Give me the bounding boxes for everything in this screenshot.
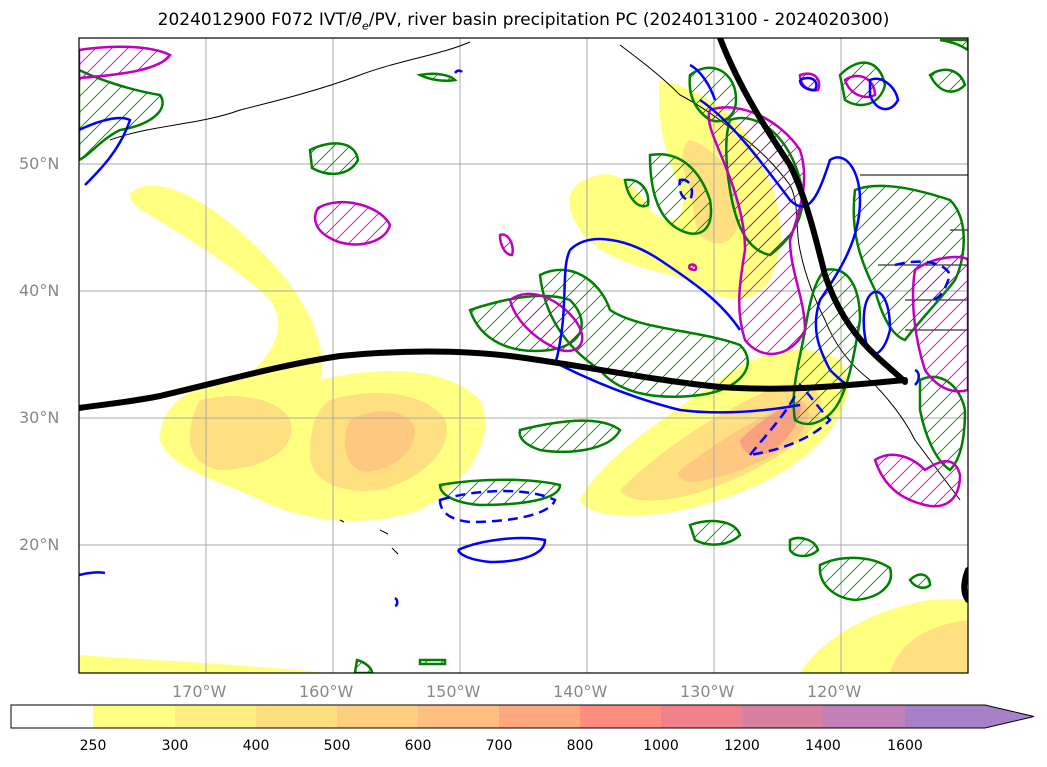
colorbar-segment: [256, 705, 338, 728]
blue-dashed-contours: [438, 178, 952, 524]
lon-label-150w: 150°W: [426, 682, 481, 701]
ivt-plume-south-core: [740, 400, 801, 455]
title-theta: θ: [351, 10, 362, 30]
lat-label-50: 50°N: [19, 154, 60, 173]
colorbar-segment: [742, 705, 824, 728]
colorbar-segment: [337, 705, 419, 728]
magenta-contours: [79, 45, 968, 508]
colorbar: [10, 704, 1035, 729]
colorbar-segment: [499, 705, 581, 728]
colorbar-label: 1600: [887, 738, 923, 754]
lat-label-40: 40°N: [19, 281, 60, 300]
colorbar-label: 1200: [724, 738, 760, 754]
title-suffix: /PV, river basin precipitation PC (20240…: [368, 10, 890, 30]
colorbar-label: 1400: [805, 738, 841, 754]
colorbar-segment: [93, 705, 175, 728]
map-frame: [78, 37, 969, 674]
colorbar-label: 800: [566, 738, 594, 754]
ivt-southwest-edge: [79, 655, 330, 673]
lon-label-170w: 170°W: [172, 682, 227, 701]
jet-line: [79, 38, 968, 603]
colorbar-label: 700: [485, 738, 513, 754]
title-prefix: 2024012900 F072 IVT/: [157, 10, 352, 30]
colorbar-label: 500: [323, 738, 351, 754]
lat-label-20: 20°N: [19, 535, 60, 554]
colorbar-label: 1000: [643, 738, 679, 754]
colorbar-label: 400: [242, 738, 270, 754]
colorbar-label: 300: [161, 738, 189, 754]
colorbar-outline: [10, 704, 1035, 729]
map-area: [79, 38, 968, 673]
colorbar-extend-arrow: [905, 705, 1034, 728]
map-title: 2024012900 F072 IVT/θe/PV, river basin p…: [0, 10, 1047, 32]
colorbar-segment: [661, 705, 743, 728]
title-theta-sub: e: [362, 19, 369, 33]
blue-contours: [79, 63, 920, 608]
colorbar-segment: [580, 705, 662, 728]
colorbar-segment: [175, 705, 257, 728]
ivt-band-west-core: [345, 411, 415, 472]
lat-label-30: 30°N: [19, 408, 60, 427]
ivt-southeast-inner: [890, 620, 968, 673]
lon-label-160w: 160°W: [299, 682, 354, 701]
lon-label-130w: 130°W: [680, 682, 735, 701]
colorbar-segment: [823, 705, 905, 728]
colorbar-segment: [11, 705, 93, 728]
lon-label-120w: 120°W: [807, 682, 862, 701]
lon-label-140w: 140°W: [553, 682, 608, 701]
colorbar-label: 600: [404, 738, 432, 754]
ivt-band-west-inner: [189, 396, 292, 470]
colorbar-label: 250: [79, 738, 107, 754]
colorbar-segment: [418, 705, 500, 728]
